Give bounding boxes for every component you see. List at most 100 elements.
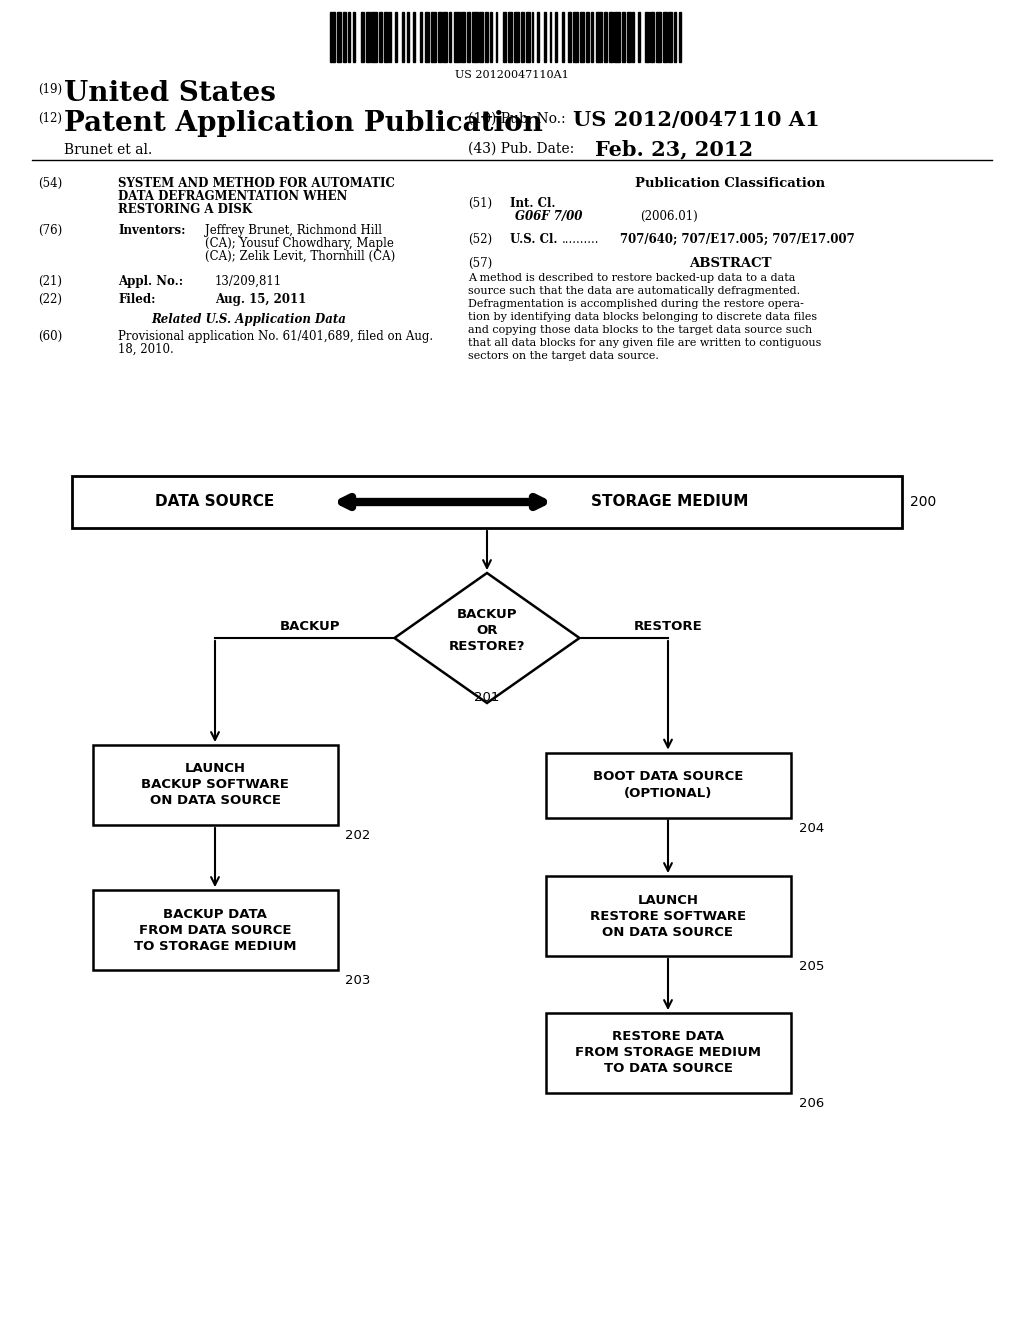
Bar [353,12,355,62]
Bar [567,12,571,62]
Text: (43) Pub. Date:: (43) Pub. Date: [468,143,574,156]
Bar [360,12,365,62]
Text: Provisional application No. 61/401,689, filed on Aug.: Provisional application No. 61/401,689, … [118,330,433,343]
Bar [455,12,460,62]
Bar [546,752,791,817]
Text: and copying those data blocks to the target data source such: and copying those data blocks to the tar… [468,325,812,335]
Text: Related U.S. Application Data: Related U.S. Application Data [152,313,346,326]
Bar [591,12,593,62]
Text: United States: United States [63,81,275,107]
Bar [508,12,512,62]
Bar [348,12,350,62]
Text: 201: 201 [474,690,500,704]
Bar [366,12,370,62]
Text: BACKUP: BACKUP [280,620,340,634]
Bar [531,12,534,62]
Text: 206: 206 [799,1097,823,1110]
Text: BACKUP
OR
RESTORE?: BACKUP OR RESTORE? [449,607,525,652]
Text: G06F 7/00: G06F 7/00 [515,210,583,223]
Bar [544,12,546,62]
Text: DATA DEFRAGMENTATION WHEN: DATA DEFRAGMENTATION WHEN [118,190,347,203]
Text: 707/640; 707/E17.005; 707/E17.007: 707/640; 707/E17.005; 707/E17.007 [620,234,855,246]
Text: 203: 203 [345,974,371,987]
Text: 13/209,811: 13/209,811 [215,275,283,288]
Text: (57): (57) [468,257,493,271]
Text: 200: 200 [910,495,936,510]
Text: (52): (52) [468,234,493,246]
Bar [609,12,612,62]
Text: LAUNCH
RESTORE SOFTWARE
ON DATA SOURCE: LAUNCH RESTORE SOFTWARE ON DATA SOURCE [590,894,746,939]
Text: DATA SOURCE: DATA SOURCE [156,495,274,510]
Text: (54): (54) [38,177,62,190]
Text: 205: 205 [799,960,824,973]
Bar [431,12,436,62]
Text: (2006.01): (2006.01) [640,210,697,223]
Bar [402,12,403,62]
Text: (51): (51) [468,197,493,210]
Bar [438,12,441,62]
Bar [467,12,470,62]
Text: source such that the data are automatically defragmented.: source such that the data are automatica… [468,286,800,296]
Bar [603,12,607,62]
Bar [650,12,654,62]
Bar [638,12,640,62]
Text: tion by identifying data blocks belonging to discrete data files: tion by identifying data blocks belongin… [468,312,817,322]
Bar [663,12,667,62]
Bar [425,12,429,62]
Bar [521,12,524,62]
Bar [645,12,648,62]
Text: ..........: .......... [562,234,599,246]
Bar [389,12,391,62]
Bar [472,12,477,62]
Text: (CA); Yousuf Chowdhary, Maple: (CA); Yousuf Chowdhary, Maple [205,238,394,249]
Bar [337,12,341,62]
Bar [503,12,507,62]
Text: (CA); Zelik Levit, Thornhill (CA): (CA); Zelik Levit, Thornhill (CA) [205,249,395,263]
Text: Appl. No.:: Appl. No.: [118,275,183,288]
Bar [526,12,529,62]
Text: Jeffrey Brunet, Richmond Hill: Jeffrey Brunet, Richmond Hill [205,224,382,238]
Text: (60): (60) [38,330,62,343]
Text: BOOT DATA SOURCE
(OPTIONAL): BOOT DATA SOURCE (OPTIONAL) [593,771,743,800]
Text: ABSTRACT: ABSTRACT [689,257,771,271]
Text: (21): (21) [38,275,62,288]
Text: (76): (76) [38,224,62,238]
Bar [420,12,422,62]
Bar [379,12,382,62]
Bar [537,12,539,62]
Text: Int. Cl.: Int. Cl. [510,197,555,210]
Text: Patent Application Publication: Patent Application Publication [63,110,543,137]
Bar [92,890,338,970]
Text: RESTORE: RESTORE [634,620,702,634]
Text: 204: 204 [799,821,823,834]
Bar [395,12,396,62]
Text: that all data blocks for any given file are written to contiguous: that all data blocks for any given file … [468,338,821,348]
Text: US 2012/0047110 A1: US 2012/0047110 A1 [573,110,819,129]
Bar [614,12,620,62]
Text: LAUNCH
BACKUP SOFTWARE
ON DATA SOURCE: LAUNCH BACKUP SOFTWARE ON DATA SOURCE [141,763,289,808]
Text: A method is described to restore backed-up data to a data: A method is described to restore backed-… [468,273,796,282]
Bar [92,744,338,825]
Text: SYSTEM AND METHOD FOR AUTOMATIC: SYSTEM AND METHOD FOR AUTOMATIC [118,177,395,190]
Text: U.S. Cl.: U.S. Cl. [510,234,557,246]
Bar [581,12,584,62]
Bar [413,12,415,62]
Text: RESTORE DATA
FROM STORAGE MEDIUM
TO DATA SOURCE: RESTORE DATA FROM STORAGE MEDIUM TO DATA… [575,1031,761,1076]
Bar [596,12,602,62]
Bar [496,12,498,62]
Text: (12): (12) [38,112,62,125]
Text: (10) Pub. No.:: (10) Pub. No.: [468,112,565,125]
Text: BACKUP DATA
FROM DATA SOURCE
TO STORAGE MEDIUM: BACKUP DATA FROM DATA SOURCE TO STORAGE … [134,908,296,953]
Bar [627,12,631,62]
Bar [443,12,447,62]
Bar [546,876,791,956]
Bar [655,12,662,62]
Bar [669,12,672,62]
Text: (19): (19) [38,83,62,96]
Bar [384,12,388,62]
Bar [586,12,589,62]
Text: 202: 202 [345,829,371,842]
Text: (22): (22) [38,293,62,306]
Bar [484,12,488,62]
Bar [633,12,634,62]
